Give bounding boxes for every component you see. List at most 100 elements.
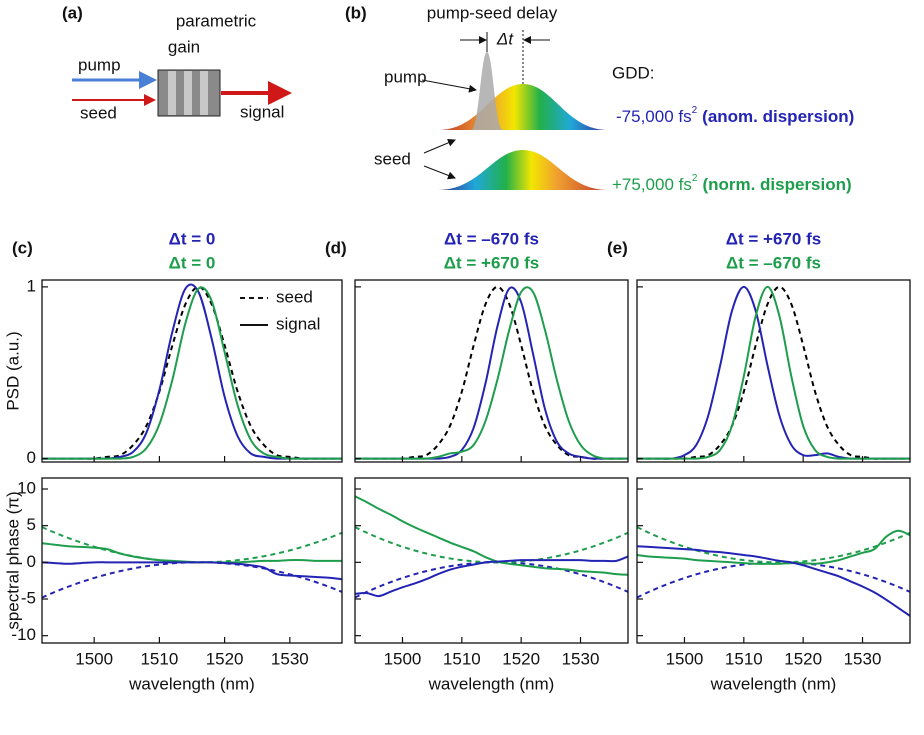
chart: 1500 1510 1520 1530 wavelength (nm) xyxy=(636,477,911,693)
y-axis-label: spectral phase (π) xyxy=(3,491,22,629)
pump-pointer xyxy=(421,79,477,93)
gdd-value: +75,000 fs xyxy=(612,175,692,194)
y-tick-label: -5 xyxy=(21,588,36,607)
gdd-norm: +75,000 fs2 (norm. dispersion) xyxy=(612,173,852,195)
legend-label: signal xyxy=(276,314,320,333)
gdd-label: GDD: xyxy=(612,63,655,82)
series-line xyxy=(636,285,910,460)
panel-label: (d) xyxy=(325,238,347,257)
pump-label: pump xyxy=(78,55,121,74)
chart-title: Δt = +670 fs xyxy=(726,229,821,248)
x-tick-label: 1500 xyxy=(384,649,422,668)
diagram-a: (a) parametric gain pump seed signal xyxy=(62,3,292,122)
gain-label: gain xyxy=(168,37,200,56)
stripe xyxy=(168,71,176,115)
chart-title: Δt = –670 fs xyxy=(444,229,539,248)
x-tick-label: 1510 xyxy=(140,649,178,668)
series-line xyxy=(41,285,342,460)
y-tick-label: 1 xyxy=(27,276,36,295)
pump-pulse xyxy=(471,52,503,130)
chart: 1500 1510 1520 1530 wavelength (nm) xyxy=(354,477,629,693)
x-axis-label: wavelength (nm) xyxy=(710,674,837,693)
series-line xyxy=(636,285,910,460)
delta-t: Δt xyxy=(496,29,514,48)
series-line xyxy=(41,526,343,564)
chart: (d) Δt = –670 fs Δt = +670 fs xyxy=(325,229,629,463)
x-axis-label: wavelength (nm) xyxy=(128,674,255,693)
y-tick-label: 0 xyxy=(27,552,36,571)
x-tick-label: 1530 xyxy=(844,649,882,668)
y-tick-label: -10 xyxy=(11,625,36,644)
y-tick-label: 5 xyxy=(27,515,36,534)
x-tick-label: 1530 xyxy=(271,649,309,668)
x-tick-label: 1500 xyxy=(75,649,113,668)
gdd-exponent: 2 xyxy=(692,173,698,184)
plot-frame xyxy=(41,279,343,463)
series-line xyxy=(636,285,910,460)
plot-frame xyxy=(354,279,629,463)
gdd-value: -75,000 fs xyxy=(616,107,692,126)
gdd-exponent: 2 xyxy=(692,105,698,116)
chart-title: Δt = +670 fs xyxy=(444,253,539,272)
x-tick-label: 1520 xyxy=(784,649,822,668)
x-tick-label: 1510 xyxy=(725,649,763,668)
x-tick-label: 1500 xyxy=(666,649,704,668)
stripe xyxy=(200,71,208,115)
series-line xyxy=(354,286,628,460)
chart: -10 -5 0 5 10 1500 1510 1520 1530 wavelength (nm)… xyxy=(3,477,343,693)
series-line xyxy=(354,286,628,460)
stripe xyxy=(184,71,192,115)
panel-label: (e) xyxy=(607,238,628,257)
legend-label: seed xyxy=(276,287,313,306)
series-line xyxy=(41,542,342,564)
series-line xyxy=(636,526,911,564)
series-line xyxy=(354,555,629,598)
gdd-anom: -75,000 fs2 (anom. dispersion) xyxy=(616,105,854,127)
chart: (e) Δt = +670 fs Δt = –670 fs xyxy=(607,229,911,463)
panel-label: (b) xyxy=(345,3,367,22)
series-line xyxy=(354,495,629,576)
diagram-b: (b) pump-seed delay Δt pump seed GDD: -7… xyxy=(345,3,854,194)
panel-label: (c) xyxy=(12,238,33,257)
x-tick-label: 1530 xyxy=(562,649,600,668)
chart: (c) Δt = 0 Δt = 0 0 1 PSD (a.u.) seed signal xyxy=(3,229,343,467)
series-line xyxy=(41,283,342,460)
series-line xyxy=(636,545,911,617)
y-tick-label: 0 xyxy=(27,448,36,467)
pump-label: pump xyxy=(384,67,427,86)
gdd-note: (anom. dispersion) xyxy=(702,107,854,126)
series-line xyxy=(354,526,629,564)
series-line xyxy=(354,561,629,599)
chart-title: Δt = –670 fs xyxy=(726,253,821,272)
seed-pointer xyxy=(423,165,456,180)
plot-frame xyxy=(41,477,343,644)
series-line xyxy=(41,286,342,460)
series-line xyxy=(41,561,343,581)
seed-pointer xyxy=(423,139,456,154)
series-line xyxy=(354,285,628,460)
x-tick-label: 1510 xyxy=(443,649,481,668)
plot-frame xyxy=(354,477,629,644)
delay-label: pump-seed delay xyxy=(427,3,558,22)
chart-title: Δt = 0 xyxy=(169,253,216,272)
signal-label: signal xyxy=(240,102,284,121)
plot-frame xyxy=(636,279,911,463)
seed-pulse xyxy=(438,84,608,130)
seed-label: seed xyxy=(80,103,117,122)
seed-label: seed xyxy=(374,149,411,168)
plot-frame xyxy=(636,477,911,644)
series-line xyxy=(636,561,911,599)
series-line xyxy=(41,561,343,599)
y-axis-label: PSD (a.u.) xyxy=(3,331,22,410)
seed-pulse xyxy=(438,150,608,190)
panel-label: (a) xyxy=(62,3,83,22)
series-line xyxy=(636,529,911,565)
x-tick-label: 1520 xyxy=(502,649,540,668)
y-tick-label: 10 xyxy=(17,478,36,497)
gdd-note: (norm. dispersion) xyxy=(702,175,851,194)
gain-label: parametric xyxy=(176,11,257,30)
x-axis-label: wavelength (nm) xyxy=(428,674,555,693)
chart-title: Δt = 0 xyxy=(169,229,216,248)
